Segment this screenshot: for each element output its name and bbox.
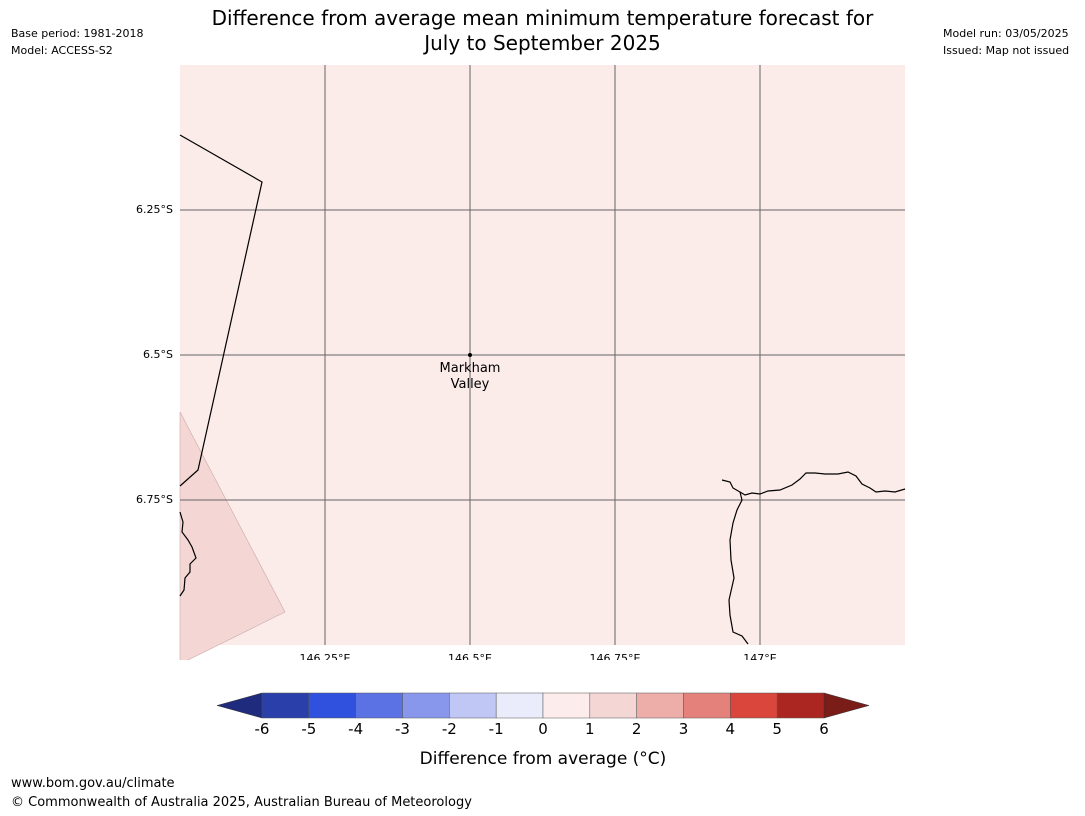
footer: www.bom.gov.au/climate © Commonwealth of… — [11, 774, 472, 812]
colorbar-tick: -5 — [301, 720, 316, 738]
colorbar-tick: 4 — [726, 720, 736, 738]
colorbar-segment — [355, 692, 403, 719]
lon-label-147e: 147°E — [743, 652, 776, 660]
lon-label-146-5e: 146.5°E — [448, 652, 492, 660]
base-period-text: Base period: 1981-2018 — [11, 27, 144, 40]
colorbar-segment — [589, 692, 637, 719]
place-marker — [468, 353, 472, 357]
colorbar-segment — [402, 692, 450, 719]
colorbar-segment — [683, 692, 731, 719]
meta-left: Base period: 1981-2018 Model: ACCESS-S2 — [11, 25, 143, 59]
lon-label-146-25e: 146.25°E — [300, 652, 351, 660]
coastline-east — [721, 471, 906, 496]
footer-copyright: © Commonwealth of Australia 2025, Austra… — [11, 795, 472, 810]
lat-label-6-5s: 6.5°S — [143, 348, 173, 361]
lon-label-146-75e: 146.75°E — [590, 652, 641, 660]
title-line-2: July to September 2025 — [424, 31, 661, 55]
province-boundary — [179, 134, 263, 487]
lat-label-6-25s: 6.25°S — [136, 203, 173, 216]
colorbar-segment — [776, 692, 825, 719]
colorbar-label: Difference from average (°C) — [420, 749, 667, 769]
colorbar-tick: 3 — [679, 720, 689, 738]
colorbar-segment — [636, 692, 684, 719]
place-label-line-2: Valley — [451, 377, 490, 392]
colorbar-tick: 0 — [538, 720, 548, 738]
anomaly-region-lighter — [179, 411, 286, 660]
colorbar-tick: 1 — [585, 720, 595, 738]
map-title: Difference from average mean minimum tem… — [180, 6, 905, 56]
gridlines — [180, 65, 905, 645]
colorbar-ticks: -6 -5 -4 -3 -2 -1 0 1 2 3 4 5 6 — [255, 720, 829, 738]
colorbar-tick: 2 — [632, 720, 642, 738]
title-line-1: Difference from average mean minimum tem… — [211, 6, 874, 30]
colorbar-tick: 5 — [772, 720, 782, 738]
place-label-line-1: Markham — [440, 361, 501, 376]
colorbar-under-arrow — [216, 692, 263, 719]
forecast-map: 6.25°S 6.5°S 6.75°S 146.25°E 146.5°E 146… — [136, 65, 906, 660]
colorbar-segment — [542, 692, 591, 719]
colorbar-tick: -3 — [395, 720, 410, 738]
colorbar-segment — [730, 692, 778, 719]
footer-url: www.bom.gov.au/climate — [11, 776, 175, 791]
model-run-text: Model run: 03/05/2025 — [943, 27, 1069, 40]
lat-label-6-75s: 6.75°S — [136, 493, 173, 506]
colorbar-tick: -6 — [255, 720, 270, 738]
coastline-west — [179, 511, 197, 597]
colorbar-tick: -4 — [348, 720, 363, 738]
river-line — [728, 491, 749, 645]
colorbar-segment — [495, 692, 544, 719]
colorbar-segments — [261, 692, 825, 719]
colorbar-tick: -1 — [489, 720, 504, 738]
colorbar-tick: -2 — [442, 720, 457, 738]
colorbar-segment — [308, 692, 356, 719]
colorbar-segment — [449, 692, 497, 719]
colorbar-over-arrow — [823, 692, 870, 719]
longitude-labels: 146.25°E 146.5°E 146.75°E 147°E — [300, 652, 777, 660]
latitude-labels: 6.25°S 6.5°S 6.75°S — [136, 203, 173, 506]
colorbar-segment — [261, 692, 310, 719]
model-text: Model: ACCESS-S2 — [11, 44, 113, 57]
meta-right: Model run: 03/05/2025 Issued: Map not is… — [943, 25, 1069, 59]
issued-text: Issued: Map not issued — [943, 44, 1070, 57]
colorbar-tick: 6 — [819, 720, 829, 738]
